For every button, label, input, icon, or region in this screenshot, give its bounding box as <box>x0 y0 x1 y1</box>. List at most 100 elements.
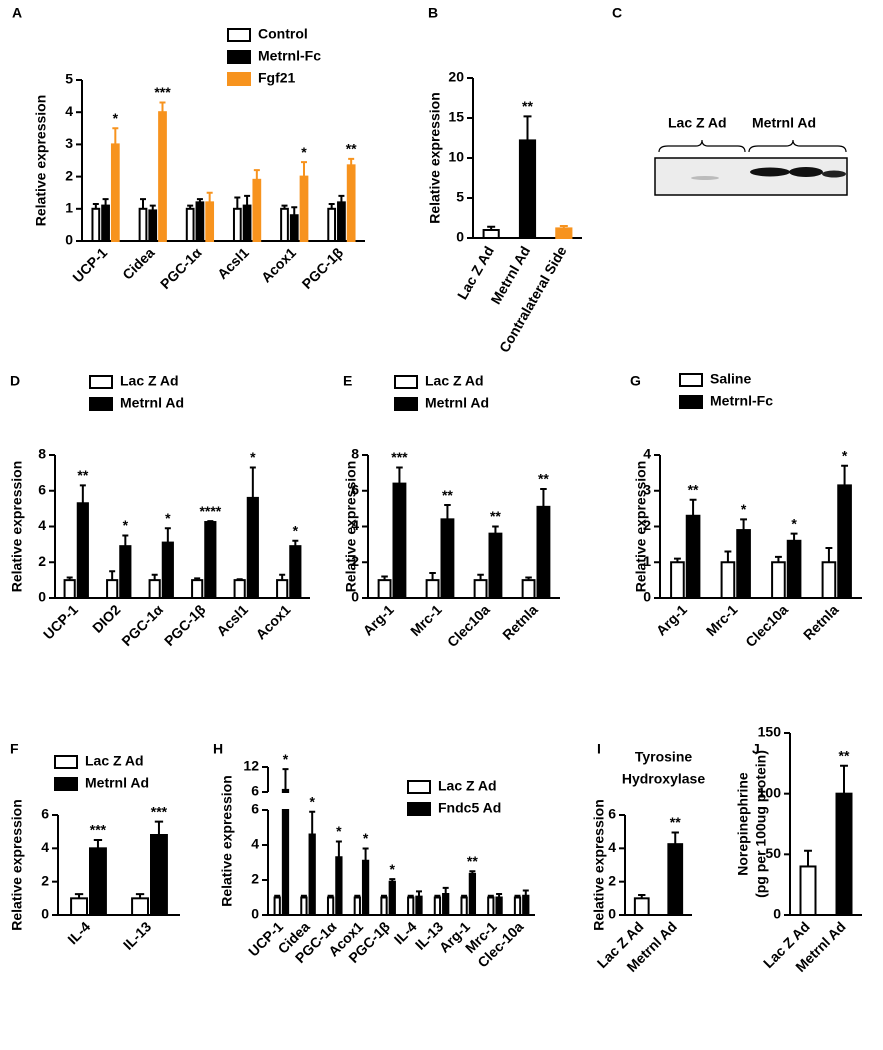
blot-bracket <box>658 139 746 153</box>
legend-swatch <box>227 28 251 42</box>
error-bar <box>487 894 494 898</box>
y-tick-label: 0 <box>65 232 73 248</box>
y-tick-label: 1 <box>65 200 73 216</box>
y-axis-label: Relative expression <box>427 92 443 224</box>
bar <box>799 865 817 917</box>
x-tick-label: Acox1 <box>252 601 293 642</box>
bar <box>521 579 536 599</box>
panel-letter: E <box>343 373 352 389</box>
y-tick-label: 6 <box>41 806 49 822</box>
error-bar <box>514 894 521 898</box>
x-tick-label: Retnla <box>499 601 541 643</box>
bar <box>252 178 262 243</box>
bar <box>148 579 161 599</box>
bar <box>473 579 488 599</box>
error-bar <box>673 557 681 563</box>
bar <box>786 539 802 599</box>
x-tick-label: Contralateral Side <box>496 243 570 355</box>
error-bar <box>492 525 499 534</box>
y-tick-label: 4 <box>608 839 616 855</box>
bar <box>555 227 573 239</box>
significance: *** <box>151 803 168 819</box>
error-bar <box>154 820 164 835</box>
x-tick-label: IL-13 <box>120 918 155 953</box>
bar <box>131 897 149 916</box>
error-bar <box>102 198 109 206</box>
error-bar <box>354 894 361 898</box>
error-bar <box>236 578 243 581</box>
x-tick-label: PGC-1α <box>118 601 166 649</box>
y-tick-label: 20 <box>448 69 464 85</box>
y-axis-label: (pg per 100ug protein) <box>753 750 769 898</box>
blot-bracket <box>748 139 847 153</box>
y-axis-label: Relative expression <box>633 461 649 593</box>
error-bar <box>92 202 99 209</box>
panel-letter: F <box>10 741 19 757</box>
significance: * <box>336 823 342 839</box>
x-tick-label: PGC-1β <box>299 244 347 292</box>
y-tick-label: 6 <box>608 806 616 822</box>
panel-letter: I <box>597 741 601 757</box>
legend-label: Fndc5 Ad <box>438 800 501 816</box>
significance: ** <box>688 481 699 497</box>
bar <box>205 201 215 242</box>
bar <box>150 834 168 916</box>
y-tick-label: 0 <box>38 589 46 605</box>
legend-label: Metrnl Ad <box>120 395 184 411</box>
error-bar <box>279 573 286 581</box>
blot-band <box>691 176 719 180</box>
significance: * <box>363 830 369 846</box>
bar <box>281 809 290 916</box>
x-tick-label: UCP-1 <box>69 244 110 285</box>
bar <box>326 896 335 916</box>
blot-membrane <box>654 157 848 196</box>
error-bar <box>559 225 568 229</box>
bar <box>536 505 551 599</box>
y-tick-label: 2 <box>65 167 73 183</box>
error-bar <box>477 573 484 581</box>
x-tick-label: Acox1 <box>258 244 299 285</box>
significance: * <box>165 510 171 526</box>
bar <box>346 164 356 242</box>
error-bar <box>389 878 396 882</box>
significance: * <box>301 144 307 160</box>
error-bar <box>66 576 73 581</box>
y-tick-label: 0 <box>608 906 616 922</box>
y-tick-label: 2 <box>643 517 651 533</box>
error-bar <box>93 839 103 849</box>
y-tick-label: 150 <box>758 724 782 740</box>
y-tick-label: 2 <box>608 872 616 888</box>
blot-band <box>750 167 790 177</box>
bar <box>76 502 89 600</box>
y-axis-label: Relative expression <box>343 461 359 593</box>
bar <box>522 894 530 916</box>
legend-swatch <box>89 397 113 411</box>
bar <box>233 579 246 599</box>
error-bar <box>523 115 532 141</box>
panel-letter: G <box>630 373 641 389</box>
bar <box>110 143 120 242</box>
error-bar <box>487 225 496 230</box>
bar <box>106 579 119 599</box>
x-tick-label: DIO2 <box>89 601 124 636</box>
bar <box>380 896 388 916</box>
bar <box>242 204 252 242</box>
bar <box>161 541 174 600</box>
significance: * <box>293 523 299 539</box>
x-tick-label: Arg-1 <box>360 601 397 638</box>
error-bar <box>841 464 849 486</box>
significance: ** <box>346 141 357 157</box>
error-bar <box>194 577 201 581</box>
error-bar <box>135 893 145 899</box>
legend-label: Lac Z Ad <box>120 373 179 389</box>
x-tick-label: Retnla <box>800 601 842 643</box>
bar <box>835 792 853 917</box>
bar <box>495 896 503 916</box>
bar <box>487 896 495 916</box>
y-tick-label: 3 <box>643 481 651 497</box>
y-tick-label: 2 <box>251 871 259 887</box>
y-tick-label: 8 <box>38 446 46 462</box>
error-bar <box>522 889 529 896</box>
error-bar <box>381 894 388 898</box>
y-tick-label: 1 <box>643 553 651 569</box>
